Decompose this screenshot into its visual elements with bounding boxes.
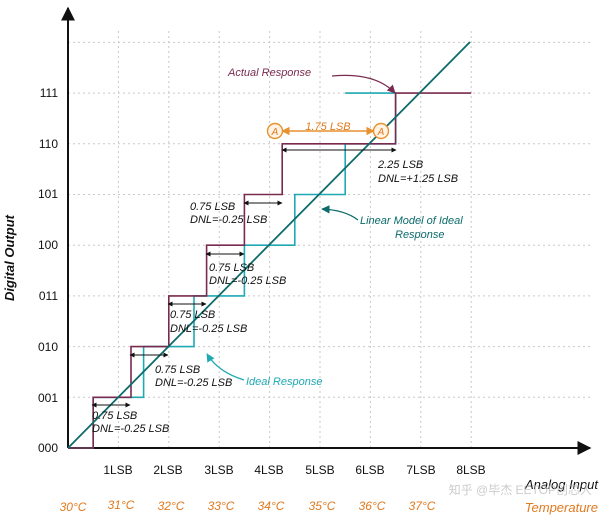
linear-model-line — [67, 41, 471, 449]
temp-37: 37°C — [409, 499, 436, 513]
actual-response-callout: Actual Response — [227, 67, 396, 94]
temp-34: 34°C — [258, 499, 285, 513]
x-tick-4lsb: 4LSB — [254, 463, 283, 477]
step-5-lsb-label: 0.75 LSB — [190, 201, 235, 213]
temp-30: 30°C — [60, 500, 87, 514]
actual-response-label: Actual Response — [227, 67, 311, 79]
x-axis-title: Analog Input — [524, 477, 599, 492]
linear-model-label-2: Response — [395, 229, 445, 241]
distance-label: 1.75 LSB — [305, 121, 350, 133]
temp-33: 33°C — [208, 499, 235, 513]
marker-a-right — [372, 122, 390, 140]
step-6-lsb-label: 2.25 LSB — [377, 159, 423, 171]
x-tick-7lsb: 7LSB — [406, 463, 435, 477]
step-2-lsb-label: 0.75 LSB — [155, 364, 200, 376]
y-code-001: 001 — [38, 391, 58, 405]
step-1-lsb-label: 0.75 LSB — [92, 410, 137, 422]
temp-36: 36°C — [359, 499, 386, 513]
y-code-100: 100 — [38, 238, 58, 252]
temp-35: 35°C — [309, 499, 336, 513]
distance-marker: 1.75 LSB A A — [266, 121, 390, 140]
step-1-dnl-label: DNL=-0.25 LSB — [92, 423, 169, 435]
ideal-response-callout: Ideal Response — [206, 353, 322, 388]
linear-model-label: Linear Model of Ideal — [360, 215, 463, 227]
y-code-110: 110 — [39, 137, 58, 151]
temp-32: 32°C — [158, 499, 185, 513]
step-4-lsb-label: 0.75 LSB — [209, 262, 254, 274]
y-code-000: 000 — [38, 441, 58, 455]
step-2-dnl-label: DNL=-0.25 LSB — [155, 377, 232, 389]
grid-horizontal — [68, 41, 590, 398]
ideal-response-label: Ideal Response — [246, 376, 322, 388]
step-6-dnl-label: DNL=+1.25 LSB — [378, 173, 458, 185]
actual-response-arrow — [331, 74, 396, 94]
step-5-dnl-label: DNL=-0.25 LSB — [190, 214, 267, 226]
step-annotations: 0.75 LSB DNL=-0.25 LSB 0.75 LSB DNL=-0.2… — [91, 147, 458, 435]
y-code-111: 111 — [40, 86, 59, 100]
y-axis-codes: 000 001 010 011 100 101 110 111 — [38, 86, 58, 455]
step-3-dnl-label: DNL=-0.25 LSB — [170, 323, 247, 335]
marker-a-left — [266, 122, 284, 140]
y-code-010: 010 — [38, 340, 58, 354]
temperature-row: 30°C 31°C 32°C 33°C 34°C 35°C 36°C 37°C … — [60, 498, 598, 515]
watermark: 知乎 @毕杰 EETOP创芯人 — [449, 483, 592, 497]
ideal-response-arrow — [206, 353, 245, 381]
y-axis-title: Digital Output — [2, 214, 17, 301]
x-tick-1lsb: 1LSB — [103, 463, 132, 477]
temp-31: 31°C — [108, 498, 135, 512]
marker-a-left-letter: A — [271, 127, 279, 138]
step-4-dnl-label: DNL=-0.25 LSB — [209, 275, 286, 287]
linear-model-callout: Linear Model of Ideal Response — [321, 205, 463, 241]
y-code-101: 101 — [38, 187, 58, 201]
actual-response-staircase — [68, 92, 472, 449]
x-tick-8lsb: 8LSB — [456, 463, 485, 477]
y-code-011: 011 — [39, 289, 58, 303]
x-axis-ticks: 1LSB 2LSB 3LSB 4LSB 5LSB 6LSB 7LSB 8LSB — [103, 463, 485, 477]
grid — [68, 30, 590, 448]
x-tick-6lsb: 6LSB — [355, 463, 384, 477]
marker-a-right-letter: A — [377, 127, 385, 138]
x-tick-3lsb: 3LSB — [204, 463, 233, 477]
x-tick-2lsb: 2LSB — [153, 463, 182, 477]
step-3-lsb-label: 0.75 LSB — [170, 309, 215, 321]
temperature-title: Temperature — [525, 500, 598, 515]
linear-model-arrow — [321, 205, 359, 221]
x-tick-5lsb: 5LSB — [305, 463, 334, 477]
